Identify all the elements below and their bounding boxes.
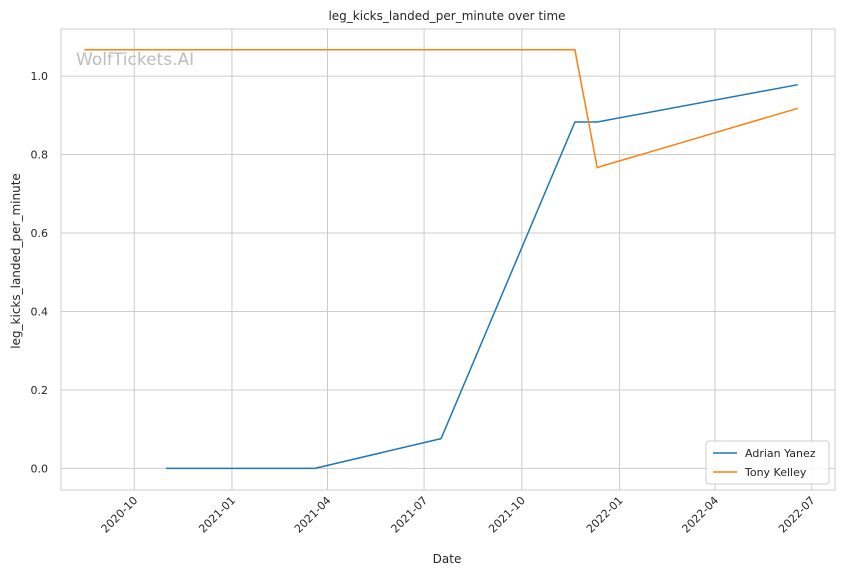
x-tick-label: 2022-01: [584, 494, 626, 536]
legend-box: [705, 440, 830, 485]
x-axis-title: Date: [433, 552, 462, 566]
chart-title: leg_kicks_landed_per_minute over time: [328, 9, 565, 23]
legend: Adrian Yanez Tony Kelley: [705, 440, 830, 485]
legend-label-tony-kelley: Tony Kelley: [744, 466, 807, 479]
x-tick-label: 2022-07: [776, 494, 818, 536]
y-tick-label: 1.0: [31, 70, 49, 83]
x-tick-label: 2020-10: [99, 494, 141, 536]
series-lines: [84, 49, 799, 470]
series-line-adrian-yanez: [166, 83, 798, 470]
y-tick-label: 0.0: [31, 462, 49, 475]
x-tick-label: 2021-07: [389, 494, 431, 536]
watermark: WolfTickets.AI: [76, 50, 194, 70]
series-line-tony-kelley: [84, 49, 799, 169]
legend-label-adrian-yanez: Adrian Yanez: [745, 447, 816, 460]
x-tick-label: 2022-04: [679, 494, 721, 536]
y-tick-label: 0.2: [31, 384, 49, 397]
x-tick-label: 2021-04: [292, 494, 334, 536]
y-tick-label: 0.8: [31, 149, 49, 162]
y-tick-label: 0.6: [31, 227, 49, 240]
x-tick-label: 2021-10: [486, 494, 528, 536]
y-axis-title: leg_kicks_landed_per_minute: [9, 173, 23, 349]
grid-lines: [61, 29, 835, 490]
y-tick-label: 0.4: [31, 305, 49, 318]
plot-frame: [60, 28, 836, 491]
x-tick-label: 2021-01: [196, 494, 238, 536]
